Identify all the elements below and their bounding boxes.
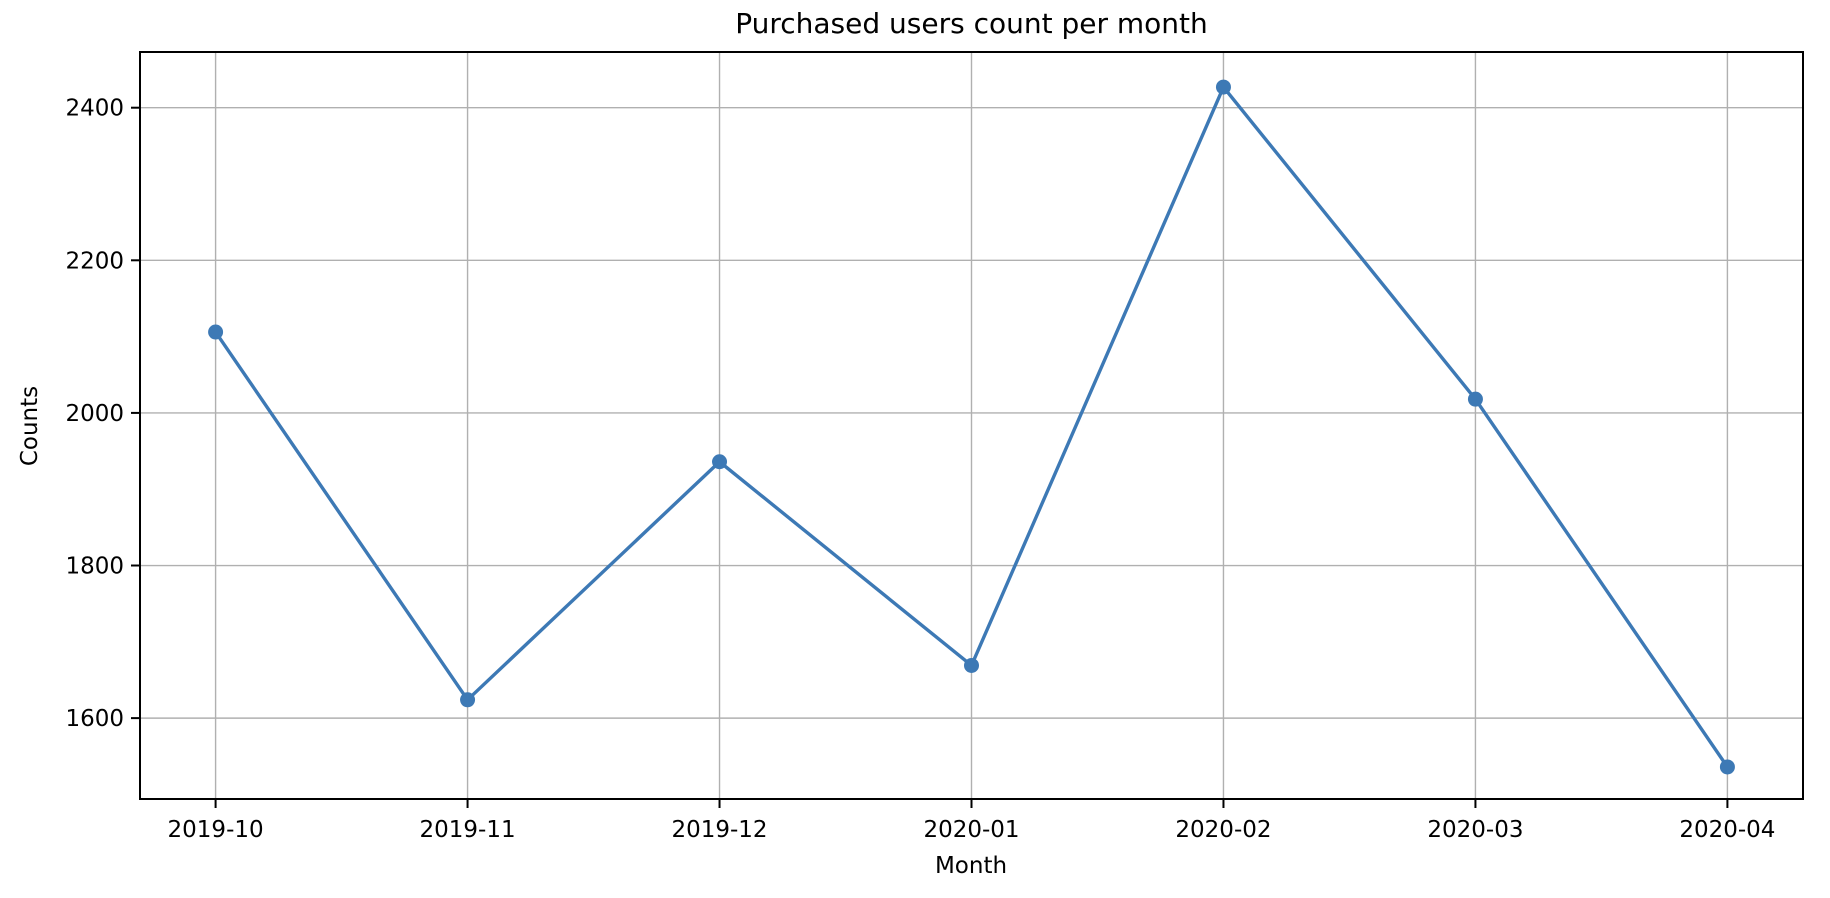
data-point [460, 692, 476, 708]
data-point [208, 324, 224, 340]
data-point [964, 657, 979, 673]
x-tick-label: 2020-02 [1175, 817, 1271, 843]
x-tick-label: 2019-12 [671, 817, 767, 843]
data-point [712, 454, 728, 470]
data-point [1215, 79, 1231, 95]
y-tick-label: 1800 [65, 554, 124, 580]
x-tick-label: 2020-03 [1427, 817, 1523, 843]
y-tick-label: 1600 [65, 706, 124, 732]
x-tick-label: 2020-04 [1679, 817, 1775, 843]
data-point [1467, 391, 1483, 407]
y-tick-label: 2200 [65, 248, 124, 274]
x-tick-label: 2019-10 [168, 817, 264, 843]
chart-title: Purchased users count per month [735, 7, 1208, 40]
y-axis-label: Counts [17, 385, 43, 467]
y-tick-label: 2400 [65, 96, 124, 122]
data-point [1719, 759, 1735, 775]
x-tick-label: 2020-01 [923, 817, 1019, 843]
x-axis-label: Month [934, 853, 1008, 879]
y-tick-label: 2000 [65, 401, 124, 427]
x-tick-label: 2019-11 [420, 817, 516, 843]
